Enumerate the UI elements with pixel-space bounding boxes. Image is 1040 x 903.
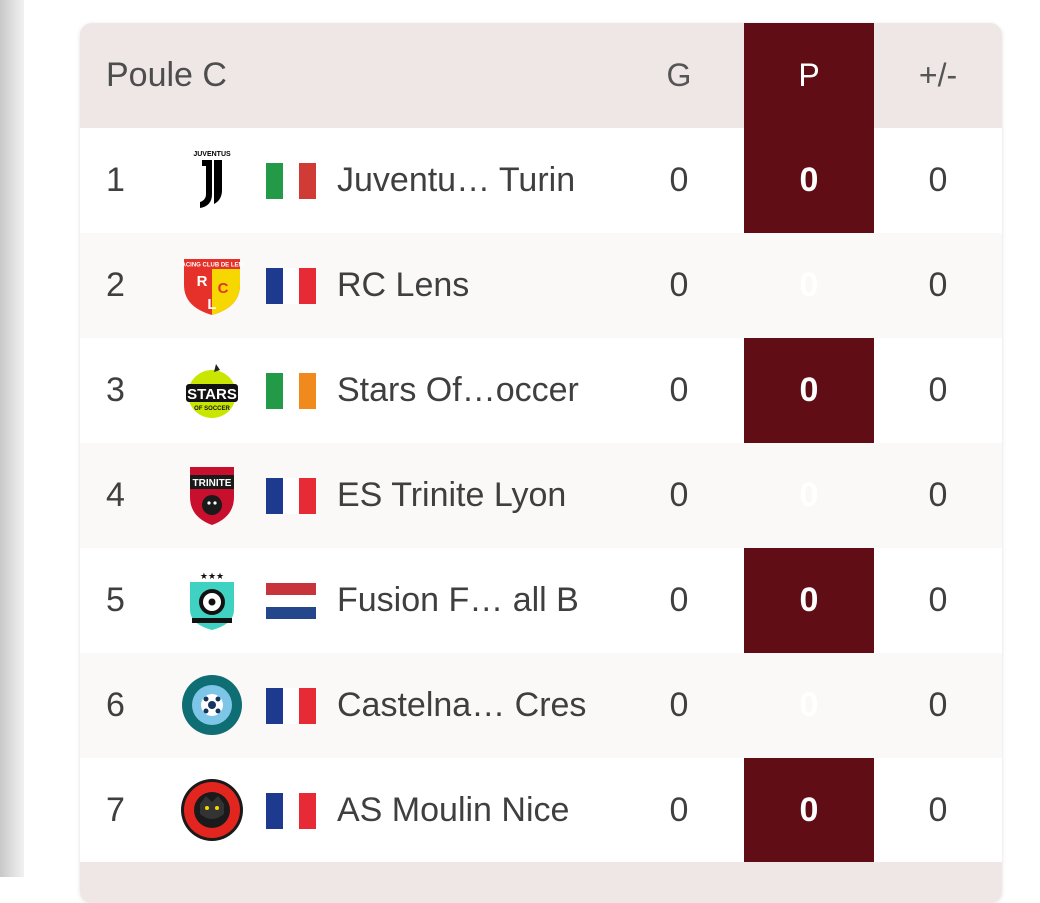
table-row[interactable]: 2 RACING CLUB DE LENS R C L RC Lens 0 0 … — [80, 233, 1002, 338]
diff-value: 0 — [928, 266, 948, 304]
table-row[interactable]: 6 Castelna… Cres 0 0 0 — [80, 653, 1002, 758]
svg-text:★★★: ★★★ — [200, 572, 224, 582]
france-flag-icon — [266, 793, 317, 829]
table-row[interactable]: 7 AS Moulin Nice 0 0 0 — [80, 758, 1002, 863]
column-header-p[interactable]: P — [798, 57, 820, 93]
team-name-link[interactable]: RC Lens — [337, 266, 470, 304]
rank-cell: 2 — [106, 266, 125, 304]
rank-cell: 5 — [106, 581, 125, 619]
svg-text:STARS: STARS — [187, 386, 237, 403]
team-name-link[interactable]: Fusion F… all B — [337, 581, 579, 619]
diff-value: 0 — [928, 581, 948, 619]
column-header-g[interactable]: G — [666, 57, 692, 93]
g-value: 0 — [669, 476, 689, 514]
rank-cell: 7 — [106, 791, 125, 829]
svg-text:C: C — [218, 280, 229, 297]
rank-cell: 6 — [106, 686, 125, 724]
table-row[interactable]: 1 JUVENTUS Juventu… Turin 0 0 0 — [80, 128, 1002, 233]
team-name-link[interactable]: AS Moulin Nice — [337, 791, 570, 829]
g-value: 0 — [669, 581, 689, 619]
column-header-diff[interactable]: +/- — [918, 57, 958, 93]
diff-value: 0 — [928, 791, 948, 829]
france-flag-icon — [266, 688, 317, 724]
france-flag-icon — [266, 268, 317, 304]
stars-of-soccer-logo-icon: STARS OF SOCCER — [186, 364, 238, 418]
ireland-flag-icon — [266, 373, 317, 409]
g-value: 0 — [669, 791, 689, 829]
team-name-link[interactable]: Juventu… Turin — [337, 161, 576, 199]
g-value: 0 — [669, 371, 689, 409]
team-name-link[interactable]: Castelna… Cres — [337, 686, 587, 724]
diff-value: 0 — [928, 161, 948, 199]
p-value: 0 — [799, 476, 819, 514]
diff-value: 0 — [928, 371, 948, 409]
table-row[interactable]: 5 ★★★ Fusion F… all B 0 0 0 — [80, 548, 1002, 653]
castelnau-cres-logo-icon — [182, 675, 242, 735]
es-trinite-lyon-logo-icon: TRINITE — [190, 467, 234, 525]
svg-text:R: R — [197, 273, 208, 290]
juventus-logo-icon: JUVENTUS — [193, 151, 231, 208]
svg-text:OF SOCCER: OF SOCCER — [194, 406, 230, 412]
netherlands-flag-icon — [266, 583, 316, 619]
p-value: 0 — [799, 791, 819, 829]
left-edge-shadow — [0, 0, 24, 877]
svg-text:JUVENTUS: JUVENTUS — [193, 151, 231, 158]
team-name-link[interactable]: Stars Of…occer — [337, 371, 579, 409]
group-title: Poule C — [106, 56, 227, 94]
svg-text:TRINITE: TRINITE — [193, 478, 232, 489]
team-name-link[interactable]: ES Trinite Lyon — [337, 476, 567, 514]
p-value: 0 — [799, 581, 819, 619]
table-row[interactable]: 4 TRINITE ES Trinite Lyon 0 0 0 — [80, 443, 1002, 548]
svg-text:L: L — [207, 296, 216, 313]
p-value: 0 — [799, 161, 819, 199]
table-row[interactable]: 3 STARS OF SOCCER Stars Of…occer 0 0 0 — [80, 338, 1002, 443]
g-value: 0 — [669, 161, 689, 199]
rank-cell: 3 — [106, 371, 125, 409]
g-value: 0 — [669, 686, 689, 724]
table-footer-strip — [80, 862, 1002, 903]
as-moulin-nice-logo-icon — [181, 779, 243, 841]
svg-text:RACING CLUB DE LENS: RACING CLUB DE LENS — [180, 263, 244, 269]
diff-value: 0 — [928, 686, 948, 724]
fusion-football-logo-icon: ★★★ — [190, 572, 234, 630]
rank-cell: 4 — [106, 476, 125, 514]
p-value: 0 — [799, 371, 819, 409]
standings-card: Poule C G +/- P 1 JUVENTUS Juventu… Turi… — [80, 23, 1002, 903]
g-value: 0 — [669, 266, 689, 304]
france-flag-icon — [266, 478, 317, 514]
italy-flag-icon — [266, 163, 317, 199]
diff-value: 0 — [928, 476, 948, 514]
p-value: 0 — [799, 266, 819, 304]
p-value: 0 — [799, 686, 819, 724]
rc-lens-logo-icon: RACING CLUB DE LENS R C L — [180, 259, 244, 315]
rank-cell: 1 — [106, 161, 125, 199]
